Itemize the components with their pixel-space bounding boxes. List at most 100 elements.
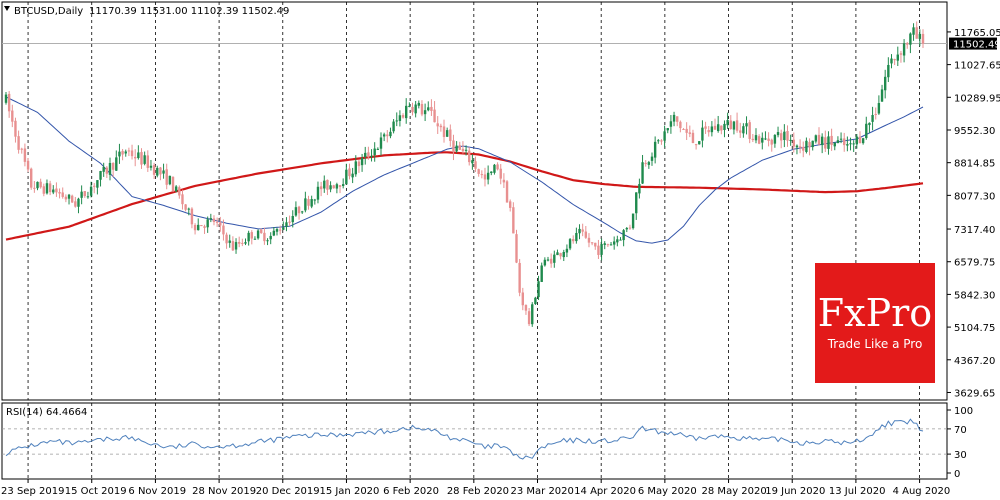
candle-body	[48, 183, 52, 193]
fxpro-logo: FxPro Trade Like a Pro	[815, 263, 935, 383]
candle-body	[918, 33, 922, 39]
candle-body	[805, 140, 808, 152]
candle-body	[653, 141, 657, 158]
price-tick-label: 8077.30	[954, 191, 995, 202]
candle-body	[572, 239, 575, 242]
candle-body	[304, 198, 307, 211]
candle-body	[742, 126, 745, 134]
candle-body	[739, 130, 742, 133]
candle-body	[902, 43, 906, 56]
ma50-layer	[5, 96, 924, 244]
date-tick-label: 23 Sep 2019	[1, 486, 64, 497]
candle-body	[130, 150, 134, 157]
date-tick-label: 6 Nov 2019	[128, 486, 186, 497]
candle-body	[779, 133, 783, 141]
candle-body	[382, 134, 386, 137]
candle-body	[323, 180, 326, 189]
chart-ohlc: 11170.39 11531.00 11102.39 11502.49	[89, 6, 289, 17]
candle-body	[606, 244, 610, 246]
candle-body	[285, 222, 288, 227]
candle-body	[858, 136, 862, 144]
last-price-label: 11502.49	[953, 40, 1000, 51]
candle-body	[546, 259, 550, 261]
candle-body	[93, 185, 96, 187]
candle-body	[795, 145, 799, 148]
candle-body	[162, 170, 165, 174]
candle-body	[442, 126, 446, 137]
candle-body	[817, 134, 821, 145]
candle-body	[562, 251, 565, 258]
candle-body	[625, 228, 628, 230]
candle-body	[553, 254, 556, 263]
candle-body	[508, 201, 512, 208]
candle-body	[880, 89, 884, 102]
candle-body	[575, 232, 578, 242]
candle-body	[524, 305, 528, 311]
rsi-tick-label: 100	[954, 406, 973, 417]
candle-body	[275, 229, 279, 232]
candle-body	[540, 265, 543, 282]
candle-body	[430, 106, 433, 111]
candle-body	[622, 230, 625, 241]
candle-body	[439, 125, 443, 128]
candle-body	[288, 221, 291, 223]
candle-body	[197, 224, 200, 231]
candle-body	[578, 228, 581, 234]
candle-body	[203, 226, 206, 228]
date-tick-label: 14 Apr 2020	[574, 486, 636, 497]
candle-body	[505, 181, 509, 203]
candle-body	[99, 171, 102, 180]
candle-body	[360, 157, 364, 166]
candle-body	[694, 144, 698, 146]
dropdown-triangle-icon[interactable]	[4, 6, 10, 11]
candle-body	[17, 136, 20, 150]
candle-body	[887, 64, 890, 78]
candle-body	[720, 125, 723, 131]
candle-body	[263, 232, 266, 242]
candle-body	[52, 189, 55, 193]
candle-body	[893, 59, 896, 61]
candle-body	[301, 211, 304, 213]
candle-body	[493, 164, 496, 173]
candle-body	[603, 243, 606, 245]
candle-body	[341, 184, 345, 187]
rsi-tick-label: 0	[954, 469, 960, 480]
candle-body	[836, 140, 840, 144]
candle-body	[379, 137, 383, 149]
candle-body	[190, 208, 194, 225]
date-tick-label: 23 Mar 2020	[511, 486, 574, 497]
candle-body	[67, 194, 71, 199]
candle-body	[386, 134, 389, 137]
candle-body	[685, 128, 688, 133]
candle-body	[839, 138, 843, 140]
candle-body	[490, 171, 493, 174]
candle-body	[748, 122, 751, 139]
candle-body	[39, 181, 42, 188]
candle-body	[619, 239, 622, 241]
candle-body	[682, 128, 685, 130]
candle-body	[543, 259, 547, 266]
date-tick-label: 6 May 2020	[638, 486, 697, 497]
candle-body	[641, 162, 644, 184]
candle-body	[647, 162, 651, 165]
candle-body	[767, 138, 770, 141]
candle-body	[222, 225, 225, 235]
candle-body	[108, 162, 112, 175]
candle-body	[351, 173, 354, 178]
candle-body	[852, 143, 855, 145]
candle-body	[915, 27, 918, 39]
candle-body	[348, 168, 351, 177]
candle-body	[376, 148, 380, 150]
candle-body	[313, 199, 317, 201]
candle-body	[565, 248, 569, 253]
candle-body	[215, 221, 219, 223]
candle-body	[411, 106, 414, 113]
date-tick-label: 28 Nov 2019	[192, 486, 256, 497]
candle-body	[698, 141, 701, 145]
candle-body	[445, 130, 449, 137]
candle-body	[549, 258, 553, 264]
ma200-layer	[5, 151, 924, 241]
candle-body	[4, 94, 8, 103]
candle-body	[449, 129, 452, 141]
candle-body	[7, 93, 11, 112]
